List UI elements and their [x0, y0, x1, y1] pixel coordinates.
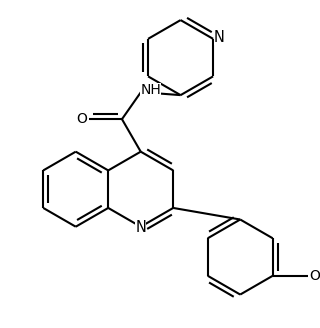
Text: N: N [135, 220, 146, 235]
Text: NH: NH [140, 83, 161, 97]
Text: N: N [214, 30, 225, 45]
Text: O: O [76, 112, 87, 126]
Text: O: O [309, 269, 320, 283]
